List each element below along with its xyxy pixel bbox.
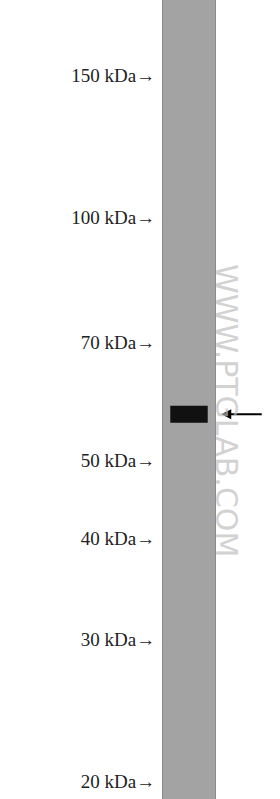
svg-text:150 kDa→: 150 kDa→ [71, 65, 155, 86]
svg-text:40 kDa→: 40 kDa→ [81, 528, 155, 549]
svg-text:WWW.PTGLAB.COM: WWW.PTGLAB.COM [209, 264, 244, 557]
svg-text:20 kDa→: 20 kDa→ [81, 771, 155, 792]
svg-text:70 kDa→: 70 kDa→ [81, 332, 155, 353]
svg-text:100 kDa→: 100 kDa→ [71, 207, 155, 228]
svg-text:30 kDa→: 30 kDa→ [81, 629, 155, 650]
svg-text:50 kDa→: 50 kDa→ [81, 450, 155, 471]
